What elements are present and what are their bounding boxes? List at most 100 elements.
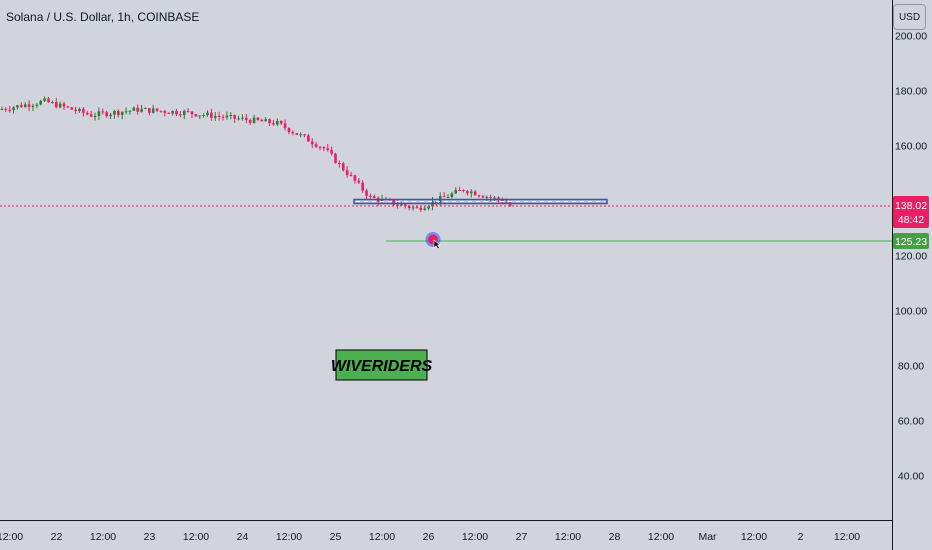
time-tick-label: 12:00 (0, 531, 23, 543)
candle-body (423, 208, 427, 211)
target-marker-icon[interactable] (425, 232, 441, 250)
candle-body (151, 108, 155, 113)
candle-body (489, 196, 492, 198)
candle-body (0, 108, 4, 110)
candle-body (136, 107, 139, 112)
support-zone-box[interactable] (353, 198, 608, 205)
candle-body (462, 189, 465, 191)
candle-body (202, 115, 205, 117)
bar-countdown: 48:42 (898, 214, 924, 226)
candle-body (148, 108, 151, 113)
candle-body (272, 123, 275, 125)
candle-body (12, 107, 15, 111)
plot-area[interactable] (0, 0, 892, 520)
time-tick-label: 28 (609, 531, 621, 543)
candle-body (43, 98, 46, 102)
candle-body (279, 120, 283, 124)
candle-body (47, 98, 50, 103)
candle-body (39, 101, 43, 105)
candle-body (175, 110, 178, 115)
candle-body (314, 144, 318, 147)
candle-body (27, 104, 31, 107)
candle-body (373, 196, 376, 198)
candle-body (117, 110, 120, 115)
candle-body (51, 102, 54, 104)
time-tick-label: 12:00 (90, 531, 116, 543)
candle-body (415, 207, 419, 209)
candle-body (171, 110, 174, 114)
candle-body (349, 174, 353, 176)
price-tick-label: 100.00 (895, 306, 927, 318)
candle-body (229, 114, 233, 116)
candle-body (318, 146, 322, 148)
candle-body (206, 112, 209, 116)
candle-body (109, 114, 112, 117)
candle-body (477, 195, 481, 197)
time-tick-label: 12:00 (741, 531, 767, 543)
candle-body (260, 120, 264, 122)
candle-body (283, 123, 287, 129)
candle-body (307, 135, 310, 142)
candle-body (485, 196, 489, 198)
candle-body (469, 191, 473, 194)
price-tick-label: 160.00 (895, 140, 927, 152)
candle-body (70, 107, 74, 110)
candle-body (237, 118, 240, 120)
candle-body (85, 112, 89, 115)
candle-body (287, 128, 291, 133)
candle-body (78, 108, 81, 112)
price-tick-label: 120.00 (895, 251, 927, 263)
candle-body (89, 114, 93, 117)
candle-body (31, 105, 35, 107)
candle-body (35, 104, 39, 106)
candle-body (299, 134, 302, 136)
candle-body (411, 207, 415, 209)
candle-body (23, 104, 27, 108)
time-scale[interactable]: 12:00 22 12:00 23 12:00 24 12:00 25 12:00 26 12:00… (0, 531, 860, 543)
candle-body (8, 109, 11, 111)
time-tick-label: 26 (423, 531, 435, 543)
candle-body (419, 207, 423, 211)
candle-body (454, 189, 458, 194)
price-tick-label: 60.00 (898, 416, 924, 428)
candle-body (159, 110, 163, 112)
time-tick-label: 12:00 (555, 531, 581, 543)
candle-body (248, 120, 252, 123)
time-tick-label: 25 (330, 531, 342, 543)
watermark-text: WIVERIDERS (331, 358, 433, 375)
time-tick-label: 24 (237, 531, 249, 543)
candle-body (62, 103, 66, 107)
candle-body (493, 197, 496, 199)
candle-body (396, 204, 399, 206)
current-price-value: 138.02 (895, 200, 927, 212)
currency-button[interactable]: USD (893, 4, 926, 30)
price-tick-label: 80.00 (898, 361, 924, 373)
candle-body (264, 119, 267, 122)
candle-body (334, 153, 337, 164)
price-scale[interactable]: 40.00 60.00 80.00 100.00 120.00 160.00 180.00 2… (895, 30, 927, 482)
watermark-label[interactable]: WIVERIDERS (331, 349, 433, 381)
candle-body (93, 116, 97, 118)
candle-body (124, 111, 128, 113)
time-tick-label: 12:00 (276, 531, 302, 543)
candle-body (113, 110, 116, 115)
candle-body (97, 111, 101, 117)
candle-body (20, 105, 23, 108)
candle-body (225, 115, 229, 118)
time-tick-label: 12:00 (834, 531, 860, 543)
candle-body (442, 196, 446, 198)
candle-body (466, 190, 469, 194)
price-tick-label: 200.00 (895, 30, 927, 42)
candle-body (404, 204, 407, 207)
candle-body (217, 116, 221, 118)
candle-body (357, 180, 361, 183)
price-tick-label: 40.00 (898, 471, 924, 483)
candle-body (233, 114, 236, 119)
time-tick-label: 22 (51, 531, 63, 543)
candle-body (291, 132, 295, 134)
candle-body (241, 117, 244, 119)
candle-body (326, 148, 330, 150)
candle-body (450, 193, 454, 198)
candle-body (322, 147, 326, 149)
